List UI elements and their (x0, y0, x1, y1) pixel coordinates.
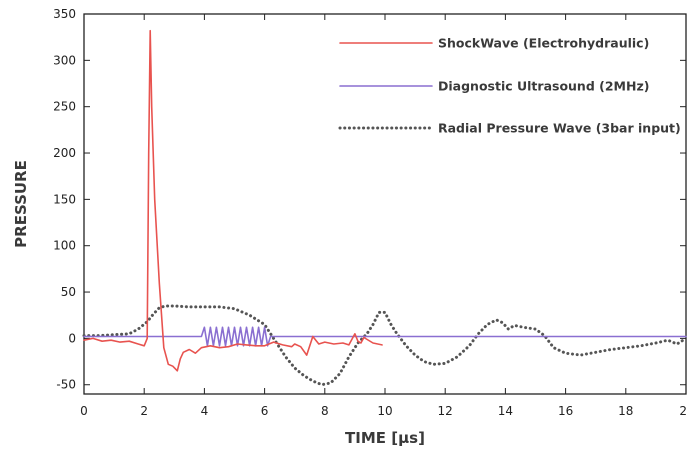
x-tick-label: 6 (261, 404, 269, 418)
x-tick-label: 2 (140, 404, 148, 418)
series-line-2 (83, 326, 687, 347)
y-tick-label: -50 (56, 378, 76, 392)
x-tick-label: 0 (80, 404, 88, 418)
axis-ticks (83, 13, 687, 394)
y-tick-label: 150 (53, 192, 76, 206)
x-tick-label: 16 (558, 404, 573, 418)
y-tick-label: 100 (53, 239, 76, 253)
y-tick-label: 200 (53, 146, 76, 160)
series-layer (82, 29, 687, 387)
x-tick-label: 14 (498, 404, 513, 418)
y-axis-title: PRESSURE (12, 160, 30, 248)
x-tick-label: 2 (679, 404, 687, 418)
x-tick-labels: 0 2 4 6 8 10 12 14 16 18 2 (80, 404, 687, 418)
legend: ShockWave (Electrohydraulic) Diagnostic U… (338, 36, 681, 136)
y-tick-label: 300 (53, 53, 76, 67)
y-tick-label: 50 (61, 285, 76, 299)
x-tick-label: 12 (438, 404, 453, 418)
legend-label: ShockWave (Electrohydraulic) (438, 36, 649, 51)
y-tick-label: 350 (53, 7, 76, 21)
x-tick-label: 8 (321, 404, 329, 418)
x-tick-label: 18 (618, 404, 633, 418)
y-tick-label: 0 (68, 331, 76, 345)
x-tick-label: 4 (201, 404, 209, 418)
x-tick-label: 10 (377, 404, 392, 418)
x-axis-title: TIME [µs] (345, 429, 425, 447)
series-line-3 (82, 304, 687, 387)
y-tick-labels: -50 0 50 100 150 200 250 300 350 (53, 7, 76, 392)
y-tick-label: 250 (53, 100, 76, 114)
legend-label: Diagnostic Ultrasound (2MHz) (438, 79, 649, 94)
series-line-1 (83, 29, 383, 372)
legend-label: Radial Pressure Wave (3bar input) (438, 121, 681, 136)
